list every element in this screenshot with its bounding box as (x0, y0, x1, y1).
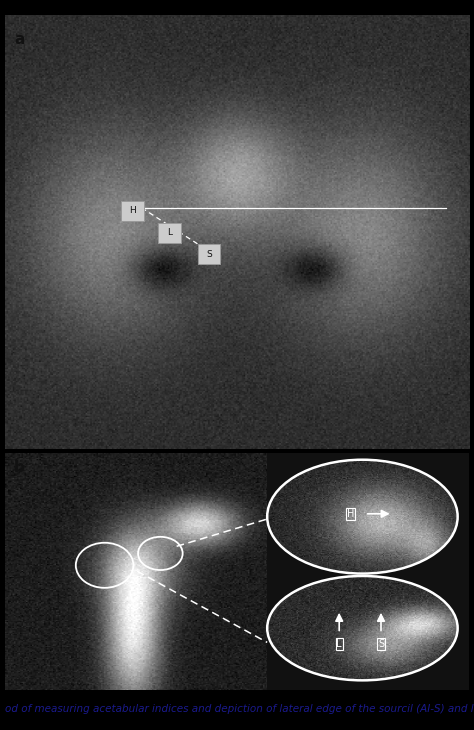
Text: b: b (14, 460, 25, 474)
Ellipse shape (267, 576, 458, 680)
Text: od of measuring acetabular indices and depiction of lateral edge of the sourcil : od of measuring acetabular indices and d… (5, 704, 474, 714)
Bar (267, 453, 469, 690)
FancyBboxPatch shape (121, 201, 144, 221)
Ellipse shape (267, 576, 458, 680)
Text: S: S (378, 639, 384, 649)
Text: a: a (14, 32, 24, 47)
Ellipse shape (267, 460, 458, 574)
Text: S: S (206, 250, 212, 259)
Ellipse shape (267, 460, 458, 574)
Text: L: L (167, 228, 172, 237)
FancyBboxPatch shape (158, 223, 181, 242)
FancyBboxPatch shape (198, 245, 220, 264)
Text: L: L (337, 639, 342, 649)
Text: H: H (347, 509, 355, 519)
Text: H: H (129, 207, 136, 215)
